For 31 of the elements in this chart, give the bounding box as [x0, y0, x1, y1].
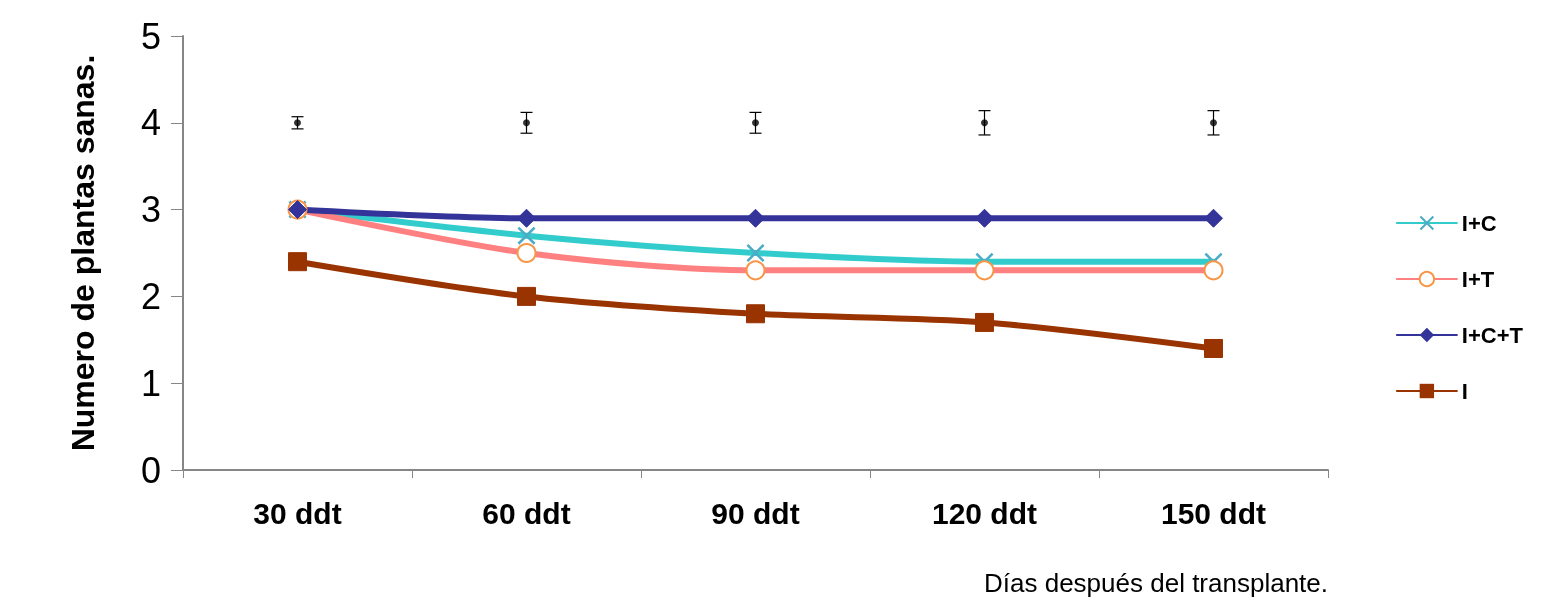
y-tick-label: 0 — [140, 449, 161, 491]
legend-label: I — [1461, 378, 1468, 404]
y-tick-label: 4 — [140, 102, 161, 144]
x-axis-title: Días después del transplante. — [984, 568, 1328, 598]
legend-label: I+C+T — [1461, 322, 1524, 348]
y-tick-label: 1 — [140, 362, 161, 404]
point — [1210, 119, 1217, 127]
point — [746, 304, 765, 324]
point — [1204, 338, 1223, 358]
point — [517, 286, 536, 306]
point — [752, 119, 759, 127]
legend-label: I+T — [1461, 266, 1495, 292]
y-tick-label: 3 — [140, 189, 161, 231]
y-tick-label: 5 — [140, 15, 161, 57]
point — [746, 244, 765, 262]
point — [746, 208, 765, 228]
point — [523, 119, 530, 127]
point — [288, 252, 307, 272]
y-tick-label: 2 — [140, 275, 161, 317]
legend-label: I+C — [1461, 210, 1497, 236]
x-tick-label: 150 ddt — [1160, 496, 1267, 530]
x-tick-label: 60 ddt — [482, 496, 571, 530]
x-tick-label: 90 ddt — [711, 496, 800, 530]
x-tick-label: 120 ddt — [931, 496, 1038, 530]
point — [517, 208, 536, 228]
point — [1204, 208, 1223, 228]
point — [975, 312, 994, 332]
x-tick-label: 30 ddt — [253, 496, 342, 530]
point — [981, 119, 988, 127]
y-axis-title: Numero de plantas sanas. — [65, 54, 101, 452]
point — [975, 208, 994, 228]
